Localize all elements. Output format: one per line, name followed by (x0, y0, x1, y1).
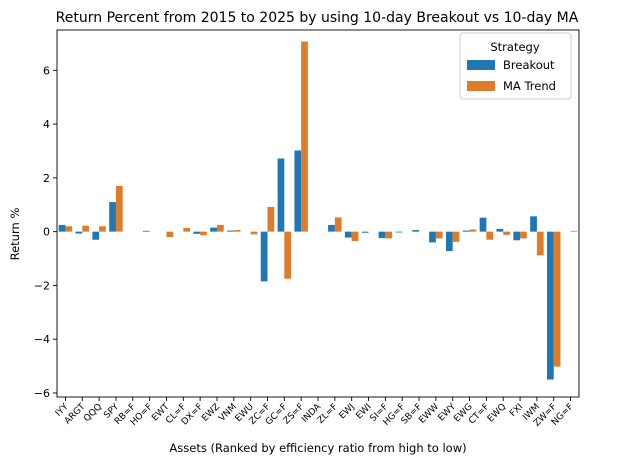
bar-ma-trend-ewq (503, 231, 510, 235)
bar-ma-trend-ewg (469, 229, 477, 232)
bar-breakout-spy (109, 202, 116, 232)
bar-ma-trend-spy (115, 185, 123, 232)
bar-ma-trend-zw-f (553, 231, 561, 367)
bar-breakout-vnm (227, 230, 234, 232)
bar-breakout-ewz (210, 227, 217, 232)
x-tick-label: EWJ (338, 402, 357, 421)
bar-ma-trend-zs-f (301, 41, 308, 232)
bar-ma-trend-fxi (520, 231, 527, 239)
x-tick-label: EWW (417, 402, 441, 426)
legend: Strategy Breakout MA Trend (459, 32, 572, 100)
bar-ma-trend-ewy (452, 231, 460, 242)
bar-breakout-iyy (58, 224, 66, 232)
bar-breakout-sb-f (412, 230, 420, 232)
y-tick-label: −4 (34, 333, 50, 346)
bar-breakout-ewg (462, 230, 470, 232)
y-axis-label: Return % (8, 208, 22, 261)
legend-label-breakout: Breakout (503, 58, 555, 72)
bar-breakout-argt (75, 231, 83, 234)
legend-swatch-ma-trend (467, 81, 495, 91)
bar-ma-trend-zc-f (267, 206, 275, 232)
bar-ma-trend-iyy (65, 226, 73, 232)
bar-breakout-zc-f (260, 231, 268, 282)
bar-ma-trend-si-f (385, 231, 393, 239)
x-axis-label: Assets (Ranked by efficiency ratio from … (169, 441, 466, 455)
chart-title: Return Percent from 2015 to 2025 by usin… (56, 10, 579, 26)
bar-ma-trend-qqq (99, 226, 106, 232)
bar-ma-trend-gc-f (284, 231, 292, 279)
bar-breakout-eww (429, 231, 436, 243)
y-tick-label: 2 (43, 172, 50, 185)
bar-ma-trend-ewu (250, 231, 258, 235)
bar-ma-trend-ewt (166, 231, 174, 238)
bar-ma-trend-vnm (233, 230, 241, 232)
x-axis-ticks: IYYARGTQQQSPYRB=FHO=FEWTCL=FDX=FEWZVNMEW… (54, 397, 576, 429)
bar-breakout-fxi (513, 231, 521, 241)
x-tick-label: EWZ (200, 402, 222, 424)
legend-swatch-breakout (467, 60, 495, 70)
bar-ma-trend-eww (435, 231, 443, 239)
bar-breakout-ewj (344, 231, 352, 238)
bar-ma-trend-iwm (536, 231, 544, 256)
bar-ma-trend-ng-f (570, 230, 578, 232)
x-tick-label: EWQ (486, 402, 508, 424)
bar-ma-trend-argt (82, 225, 89, 232)
bar-breakout-dx-f (193, 231, 201, 234)
bar-ma-trend-ewz (216, 224, 224, 232)
bar-breakout-si-f (378, 231, 386, 239)
y-tick-label: 0 (43, 226, 50, 239)
bar-ma-trend-cl-f (183, 227, 191, 232)
bar-ma-trend-ewj (351, 231, 359, 242)
bar-ma-trend-zl-f (334, 217, 342, 232)
bar-breakout-hg-f (395, 231, 403, 233)
y-tick-label: −6 (34, 387, 50, 400)
y-tick-label: 4 (43, 118, 50, 131)
x-tick-label: VNM (217, 402, 239, 424)
y-tick-label: −2 (34, 279, 50, 292)
x-tick-label: QQQ (82, 402, 104, 424)
bars-layer (58, 41, 578, 380)
legend-label-ma-trend: MA Trend (503, 79, 556, 93)
y-axis-ticks: −6 −4 −2 0 2 4 6 (34, 64, 57, 400)
bar-breakout-gc-f (277, 158, 285, 232)
bar-breakout-ho-f (142, 230, 150, 232)
bar-breakout-zs-f (294, 150, 302, 232)
bar-ma-trend-dx-f (200, 231, 207, 236)
bar-breakout-iwm (530, 216, 537, 232)
y-tick-label: 6 (43, 64, 50, 77)
bar-breakout-qqq (92, 231, 100, 240)
bar-breakout-ewq (496, 228, 504, 232)
bar-ma-trend-ct-f (486, 231, 494, 240)
bar-breakout-ewy (445, 231, 453, 252)
bar-breakout-ct-f (479, 217, 487, 232)
legend-title: Strategy (490, 40, 539, 54)
bar-breakout-zl-f (328, 224, 335, 232)
bar-breakout-ewi (361, 231, 369, 233)
bar-breakout-zw-f (547, 231, 554, 380)
